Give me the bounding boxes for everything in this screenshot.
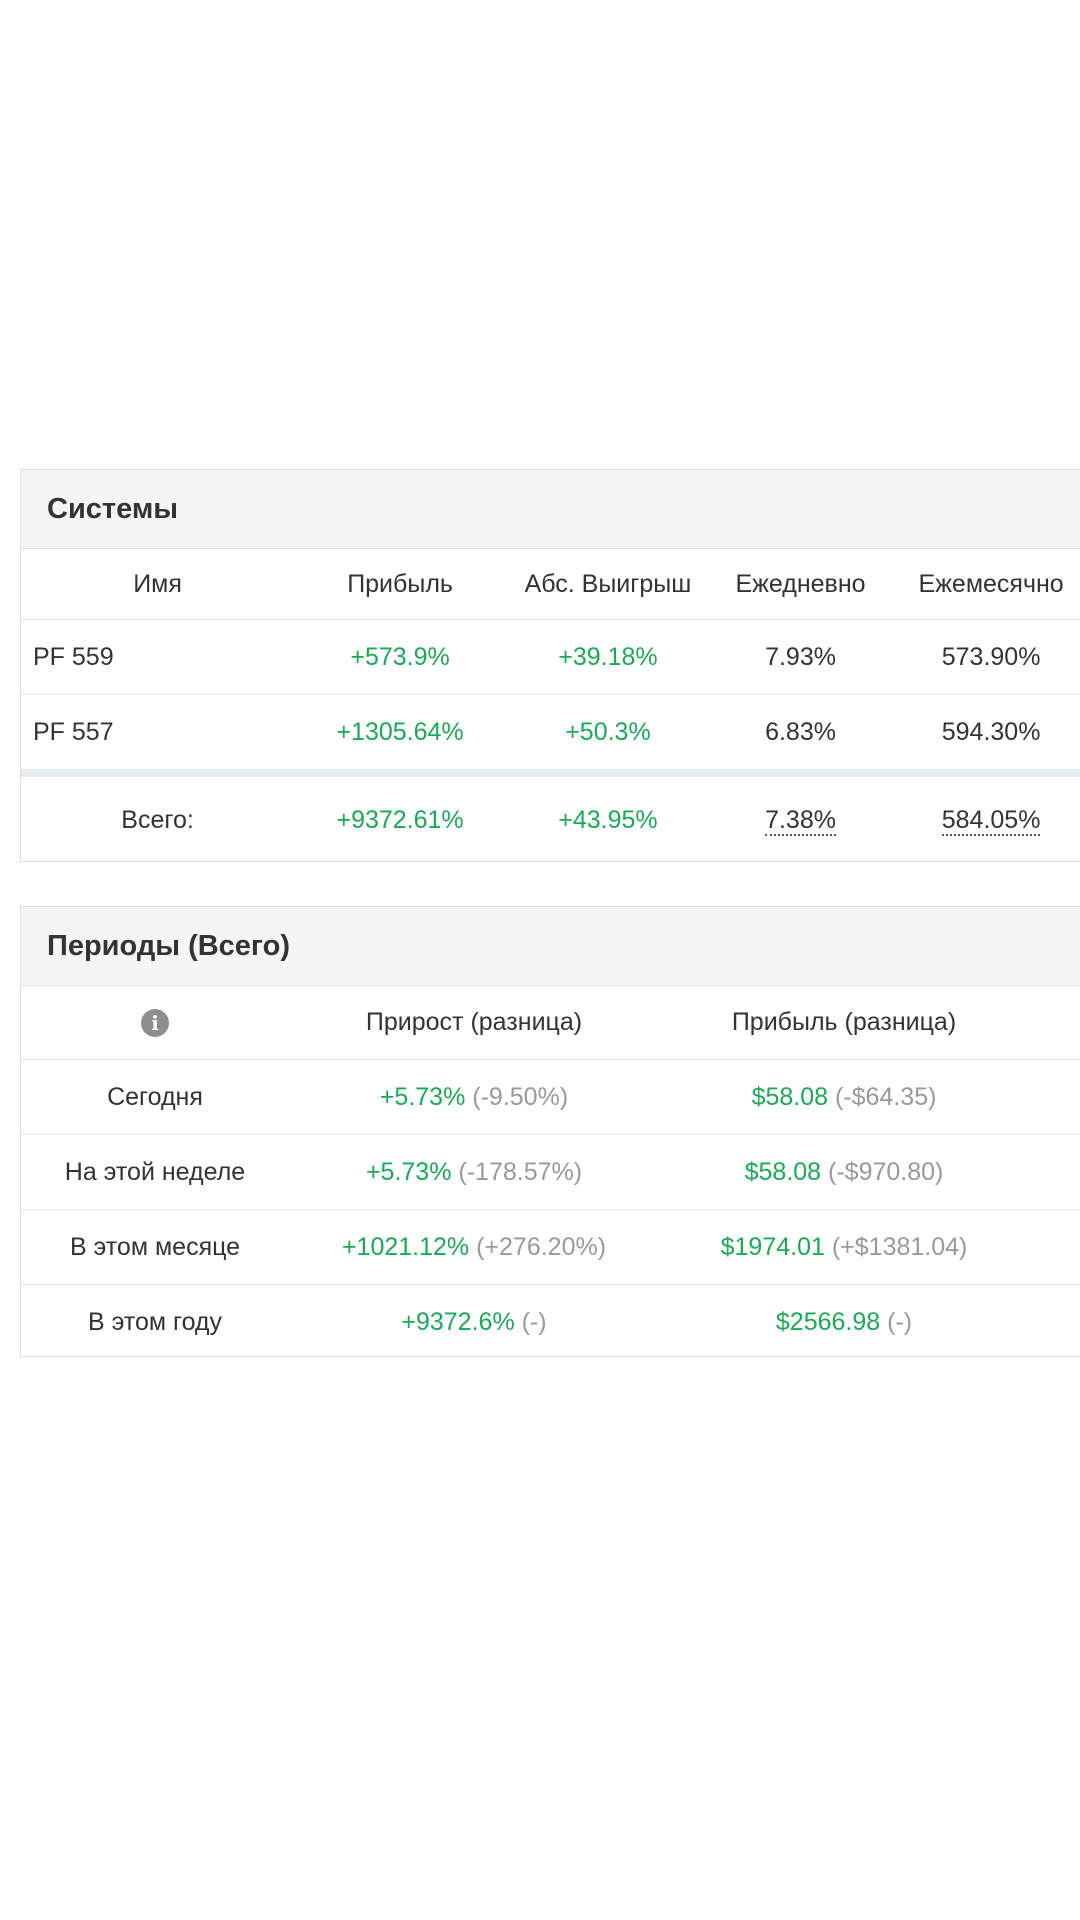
column-header-daily[interactable]: Ежедневно [735,569,866,598]
period-profit-cell: $1974.01 (+$1381.04) [659,1209,1029,1285]
period-growth: +9372.6% [401,1307,515,1336]
info-icon[interactable]: i [141,1009,169,1038]
spacer-cell [1029,986,1080,1060]
period-profit-diff: (+$1381.04) [831,1232,968,1261]
periods-table: i Прирост (разница) Прибыль (разница) Се… [21,986,1080,1359]
period-profit-cell: $58.08 (-$970.80) [659,1134,1029,1210]
period-growth-diff: (-) [521,1307,547,1336]
total-monthly[interactable]: 584.05% [941,805,1041,836]
periods-panel-header: Периоды (Всего) [21,907,1080,986]
total-daily-cell: 7.38% [709,769,892,863]
system-daily: 6.83% [709,694,892,773]
total-daily[interactable]: 7.38% [765,805,836,836]
period-profit-cell: $2566.98 (-) [659,1284,1029,1359]
period-growth: +5.73% [365,1157,452,1186]
column-header-profit[interactable]: Прибыль [347,569,453,598]
period-growth: +5.73% [379,1082,466,1111]
table-row: PF 559 +573.9% +39.18% 7.93% 573.90% [21,619,1080,695]
period-growth-cell: +9372.6% (-) [289,1284,659,1359]
period-growth: +1021.12% [341,1232,470,1261]
total-label: Всего: [21,769,295,863]
period-growth-diff: (+276.20%) [476,1232,607,1261]
period-growth-cell: +5.73% (-9.50%) [289,1059,659,1135]
period-profit: $58.08 [744,1157,822,1186]
systems-table: Имя Прибыль Абс. Выигрыш Ежедневно Ежеме… [21,549,1080,863]
systems-header-row: Имя Прибыль Абс. Выигрыш Ежедневно Ежеме… [21,549,1080,620]
system-abs-gain: +39.18% [506,619,710,695]
column-header-profit-diff: Прибыль (разница) [731,1008,957,1036]
period-label: На этой неделе [21,1134,289,1210]
periods-panel: Периоды (Всего) i Прирост (разница) Приб… [20,906,1080,1359]
period-profit-cell: $58.08 (-$64.35) [659,1059,1029,1135]
period-label: Сегодня [21,1059,289,1135]
table-row: PF 557 +1305.64% +50.3% 6.83% 594.30% [21,694,1080,773]
periods-header-row: i Прирост (разница) Прибыль (разница) [21,986,1080,1060]
period-profit: $1974.01 [720,1232,825,1261]
table-row: В этом месяце +1021.12% (+276.20%) $1974… [21,1209,1080,1285]
period-profit: $2566.98 [775,1307,881,1336]
column-header-monthly[interactable]: Ежемесячно [918,569,1064,598]
spacer-cell [1029,1284,1080,1359]
period-growth-diff: (-9.50%) [472,1082,569,1111]
period-profit-diff: (-) [887,1307,913,1336]
info-header-cell: i [21,986,289,1060]
column-header-name[interactable]: Имя [133,569,182,598]
total-profit: +9372.61% [294,769,507,863]
system-name-link[interactable]: PF 557 [21,694,295,773]
systems-panel: Системы Имя Прибыль Абс. Выигрыш Ежеднев… [20,469,1080,863]
system-name-link[interactable]: PF 559 [21,619,295,695]
spacer-cell [1029,1134,1080,1210]
period-profit: $58.08 [751,1082,829,1111]
total-abs-gain: +43.95% [506,769,710,863]
table-row: На этой неделе +5.73% (-178.57%) $58.08 … [21,1134,1080,1210]
period-label: В этом месяце [21,1209,289,1285]
systems-panel-header: Системы [21,470,1080,549]
system-profit: +573.9% [294,619,507,695]
period-profit-diff: (-$64.35) [834,1082,937,1111]
column-header-abs-gain[interactable]: Абс. Выигрыш [524,569,692,598]
table-row: Сегодня +5.73% (-9.50%) $58.08 (-$64.35) [21,1059,1080,1135]
period-growth-cell: +1021.12% (+276.20%) [289,1209,659,1285]
total-row: Всего: +9372.61% +43.95% 7.38% 584.05% [21,769,1080,863]
system-monthly: 573.90% [891,619,1080,695]
table-row: В этом году +9372.6% (-) $2566.98 (-) [21,1284,1080,1359]
systems-title: Системы [47,492,179,525]
period-profit-diff: (-$970.80) [828,1157,944,1186]
total-monthly-cell: 584.05% [891,769,1080,863]
system-profit: +1305.64% [294,694,507,773]
period-growth-cell: +5.73% (-178.57%) [289,1134,659,1210]
spacer-cell [1029,1059,1080,1135]
column-header-growth: Прирост (разница) [365,1008,583,1036]
periods-title: Периоды (Всего) [47,929,291,962]
system-monthly: 594.30% [891,694,1080,773]
system-abs-gain: +50.3% [506,694,710,773]
spacer-cell [1029,1209,1080,1285]
period-label: В этом году [21,1284,289,1359]
system-daily: 7.93% [709,619,892,695]
period-growth-diff: (-178.57%) [458,1157,583,1186]
